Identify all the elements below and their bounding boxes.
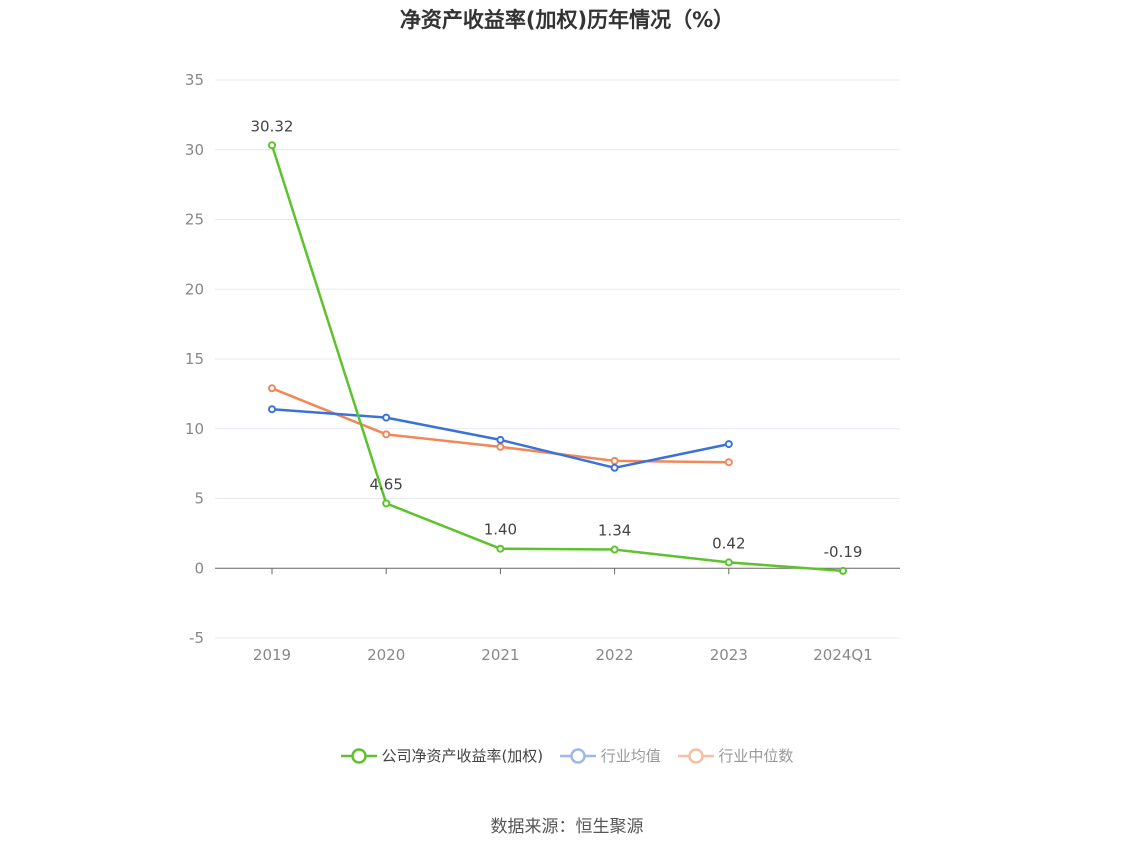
- data-point: [724, 558, 733, 567]
- y-tick-label: 10: [185, 420, 204, 438]
- x-tick-label: 2022: [596, 646, 634, 664]
- series-line-2: [271, 387, 729, 464]
- legend-item-industry-median[interactable]: 行业中位数: [677, 745, 794, 766]
- legend-label-industry-mean: 行业均值: [600, 747, 661, 765]
- legend-item-company-roe[interactable]: 公司净资产收益率(加权): [340, 745, 544, 766]
- data-point: [839, 566, 847, 575]
- y-tick-label: 35: [185, 71, 204, 89]
- legend-item-industry-mean[interactable]: 行业均值: [559, 745, 661, 766]
- data-point: [724, 440, 733, 449]
- data-point: [268, 384, 276, 393]
- legend-label-industry-median: 行业中位数: [718, 747, 794, 765]
- data-point: [496, 435, 505, 444]
- data-point: [382, 430, 391, 439]
- data-label: 0.42: [712, 534, 745, 552]
- data-label: 4.65: [369, 475, 402, 493]
- legend: 公司净资产收益率(加权) 行业均值 行业中位数: [0, 745, 1134, 766]
- x-tick-label: 2021: [481, 646, 519, 664]
- data-point: [724, 458, 733, 467]
- data-point: [496, 442, 505, 451]
- legend-marker-industry-median: [677, 747, 714, 764]
- data-label: 30.32: [251, 117, 294, 135]
- data-point: [610, 463, 619, 472]
- data-point: [610, 456, 619, 465]
- legend-label-company-roe: 公司净资产收益率(加权): [381, 747, 544, 765]
- x-tick-label: 2019: [253, 646, 291, 664]
- data-point: [268, 141, 276, 150]
- data-source: 数据来源：恒生聚源: [490, 817, 644, 837]
- x-tick-label: 2020: [367, 646, 405, 664]
- x-tick-label: 2024Q1: [813, 646, 873, 664]
- y-tick-label: 30: [185, 141, 204, 159]
- legend-marker-company-roe: [340, 747, 377, 764]
- data-label: 1.34: [598, 522, 631, 540]
- y-tick-label: 20: [185, 280, 204, 298]
- data-point: [382, 499, 391, 508]
- x-tick-label: 2023: [710, 646, 748, 664]
- y-tick-label: 25: [185, 211, 204, 229]
- y-tick-label: 15: [185, 350, 204, 368]
- legend-marker-industry-mean: [559, 747, 596, 764]
- data-point: [496, 544, 505, 553]
- data-point: [610, 545, 619, 554]
- data-label: -0.19: [824, 543, 863, 561]
- y-tick-label: -5: [189, 629, 204, 647]
- y-tick-label: 0: [194, 559, 204, 577]
- chart-title: 净资产收益率(加权)历年情况（%）: [399, 8, 735, 32]
- data-point: [268, 405, 276, 414]
- data-label: 1.40: [484, 521, 517, 539]
- data-point: [382, 413, 391, 422]
- series-line-0: [270, 144, 844, 573]
- y-tick-label: 5: [194, 490, 204, 508]
